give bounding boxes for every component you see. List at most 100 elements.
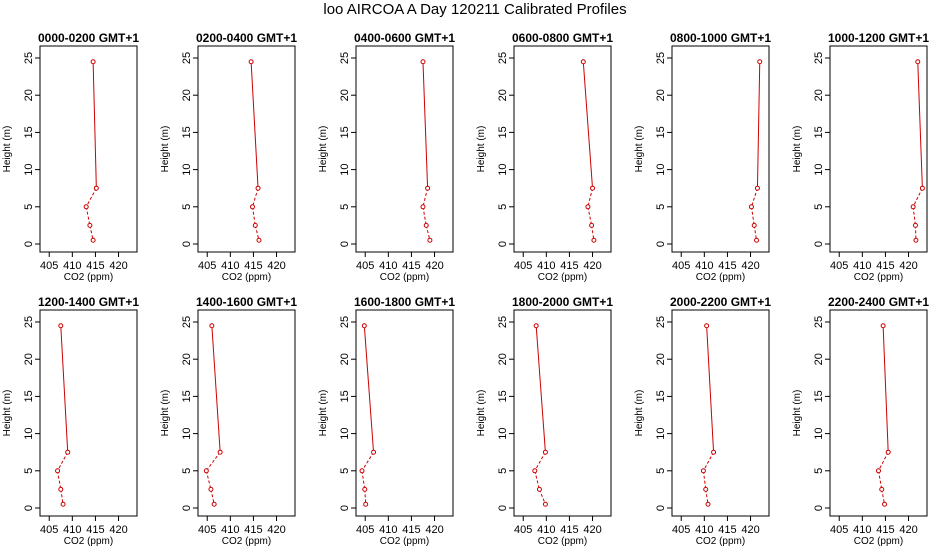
panel-11-profile-segment	[706, 325, 715, 453]
panel-11-x-tick-label: 415	[718, 524, 736, 536]
panel-3-frame	[355, 45, 454, 253]
panel-9-profile-segment	[361, 470, 366, 490]
panel-7-profile-segment	[60, 489, 64, 505]
panel-12-y-axis-label: Height (m)	[792, 390, 803, 437]
panel-12-x-tick-label: 410	[853, 524, 871, 536]
panel-12-data-point	[885, 449, 891, 455]
panel-3-profile-segment	[422, 206, 427, 226]
panel-1-data-point	[83, 204, 89, 210]
panel-12-data-point	[880, 323, 886, 329]
panel-12-x-tick-label: 415	[876, 524, 894, 536]
panel-6-data-point	[919, 185, 925, 191]
panel-5-x-tick-label: 405	[672, 260, 690, 272]
panel-1-y-axis-label: Height (m)	[2, 126, 13, 173]
panel-3-y-axis-label: Height (m)	[318, 126, 329, 173]
panel-3-data-point	[420, 59, 426, 65]
panel-8-data-point	[203, 468, 209, 474]
panel-1-y-tick-label: 20	[23, 89, 35, 101]
panel-7-title: 1200-1400 GMT+1	[38, 295, 139, 309]
panel-10-data-point	[536, 486, 542, 492]
panel-8-frame	[197, 309, 296, 517]
panel-3-data-point	[425, 185, 431, 191]
panel-12-profile-segment	[878, 451, 889, 472]
panel-5-x-tick-label: 415	[718, 260, 736, 272]
panel-3-profile-segment	[425, 225, 431, 241]
panel-3-x-tick-label: 415	[402, 260, 420, 272]
panel-10-y-tick-label: 0	[497, 505, 509, 511]
panel-4-y-tick-label: 25	[497, 52, 509, 64]
panel-2-x-tick-label: 415	[244, 260, 262, 272]
panel-11-frame	[671, 309, 770, 517]
panel-11-y-tick-label: 0	[655, 505, 667, 511]
panel-1-data-point	[90, 237, 96, 243]
panel-4-y-axis-label: Height (m)	[476, 126, 487, 173]
panel-12-profile-segment	[878, 470, 883, 490]
panel-1-profile-segment	[89, 225, 94, 241]
panel-1-profile-segment	[85, 206, 91, 226]
panel-4-y-tick-label: 10	[497, 163, 509, 175]
panel-10-profile-segment	[535, 325, 546, 453]
panel-3-y-tick-label: 25	[339, 52, 351, 64]
panel-8-profile-segment	[211, 325, 221, 453]
panel-3-y-tick-label: 15	[339, 126, 351, 138]
panel-11-data-point	[704, 323, 710, 329]
panel-4-x-tick-label: 405	[514, 260, 532, 272]
panel-11-title: 2000-2200 GMT+1	[670, 295, 771, 309]
panel-11-x-tick-label: 420	[741, 524, 759, 536]
panel-10-y-axis-label: Height (m)	[476, 390, 487, 437]
panel-2-data-point	[252, 222, 258, 228]
panel-10-profile-segment	[534, 470, 540, 490]
panel-1-data-point	[90, 59, 96, 65]
panel-2-profile-segment	[252, 188, 259, 207]
panel-10-y-tick-label: 5	[497, 468, 509, 474]
panel-9-x-tick-label: 405	[356, 524, 374, 536]
panel-5-profile-segment	[750, 188, 758, 207]
panel-9-y-tick-label: 25	[339, 316, 351, 328]
panel-8-profile-segment	[205, 451, 221, 472]
panel-10-x-tick-label: 415	[560, 524, 578, 536]
panel-2-profile-segment	[250, 61, 259, 189]
panel-7-y-tick-label: 0	[23, 505, 35, 511]
panel-7-y-tick-label: 15	[23, 390, 35, 402]
panel-4-profile-segment	[582, 61, 594, 189]
panel-3-data-point	[420, 204, 426, 210]
panel-10-data-point	[542, 501, 548, 507]
panel-12-data-point	[879, 486, 885, 492]
panel-4-data-point	[590, 185, 596, 191]
panel-4-y-tick-label: 0	[497, 241, 509, 247]
panel-5-frame	[671, 45, 770, 253]
panel-11-profile-segment	[702, 470, 707, 490]
panel-5-data-point	[748, 204, 754, 210]
panel-9-data-point	[361, 323, 367, 329]
panel-5-data-point	[754, 237, 760, 243]
panel-7-x-tick-label: 405	[40, 524, 58, 536]
panel-9-data-point	[371, 449, 377, 455]
panel-3-data-point	[427, 237, 433, 243]
panel-12-data-point	[882, 501, 888, 507]
panel-11-data-point	[705, 501, 711, 507]
panel-6-x-tick-label: 405	[830, 260, 848, 272]
panel-2-data-point	[255, 185, 261, 191]
panel-5-y-tick-label: 15	[655, 126, 667, 138]
panel-8-x-tick-label: 410	[221, 524, 239, 536]
panel-5-profile-segment	[756, 61, 761, 189]
panel-2-x-tick-label: 420	[267, 260, 285, 272]
panel-1-y-tick-label: 5	[23, 204, 35, 210]
panel-1-frame	[39, 45, 138, 253]
panel-11-x-tick-label: 410	[695, 524, 713, 536]
panel-9-y-axis-label: Height (m)	[318, 390, 329, 437]
panel-6-data-point	[913, 237, 919, 243]
panel-4-profile-segment	[587, 188, 594, 207]
panel-5-y-tick-label: 20	[655, 89, 667, 101]
panel-4-frame	[513, 45, 612, 253]
panel-10-x-tick-label: 420	[583, 524, 601, 536]
panel-12-x-tick-label: 405	[830, 524, 848, 536]
panel-6-y-tick-label: 25	[813, 52, 825, 64]
panel-12-y-tick-label: 25	[813, 316, 825, 328]
panel-9-y-tick-label: 5	[339, 468, 351, 474]
panel-3-title: 0400-0600 GMT+1	[354, 31, 455, 45]
panel-5-data-point	[754, 185, 760, 191]
panel-2-x-axis-label: CO2 (ppm)	[222, 272, 271, 283]
panel-11-data-point	[703, 486, 709, 492]
